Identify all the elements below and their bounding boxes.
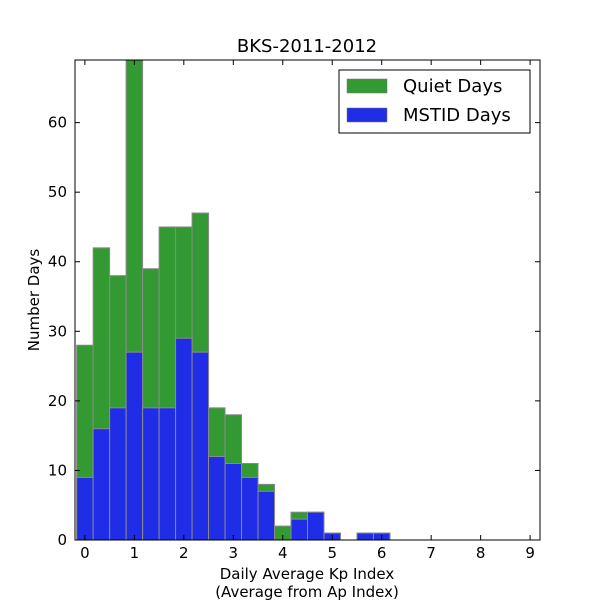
mstid-days-bar-6 [175,337,193,541]
y-tick-label-2: 20 [48,392,67,410]
y-tick-label-1: 10 [48,461,67,479]
x-tick-label-9: 9 [525,544,535,562]
x-tick-label-2: 2 [179,544,189,562]
y-tick-label-6: 60 [48,114,67,132]
plot-frame [74,59,541,541]
mstid-days-bar-3 [125,351,144,541]
mstid-days-bar-17 [356,532,374,541]
mstid-days-bars [76,337,391,541]
mstid-days-bar-5 [158,407,177,541]
x-tick-label-4: 4 [278,544,288,562]
x-tick-label-7: 7 [426,544,436,562]
x-tick-label-0: 0 [80,544,90,562]
y-axis-ticks: 0 10 20 30 40 50 60 [48,114,540,549]
y-tick-label-4: 40 [48,253,67,271]
chart-legend: Quiet Days MSTID Days [338,69,531,134]
y-axis-title: Number Days [25,249,43,352]
mstid-days-bar-0 [76,476,94,541]
x-axis-title: Daily Average Kp Index [220,565,395,583]
x-tick-label-3: 3 [229,544,239,562]
chart-title: BKS-2011-2012 [237,36,377,57]
x-tick-label-1: 1 [130,544,140,562]
x-tick-label-6: 6 [377,544,387,562]
legend-swatch-quiet-days [346,78,388,94]
y-tick-label-3: 30 [48,322,67,340]
mstid-days-bar-1 [92,428,111,541]
mstid-days-bar-8 [208,456,226,541]
y-tick-label-5: 50 [48,183,67,201]
mstid-days-bar-2 [109,407,127,541]
legend-swatch-mstid-days [346,107,388,123]
mstid-days-bar-11 [257,490,276,541]
mstid-days-bar-13 [290,518,309,541]
x-axis-ticks: 0 1 2 3 4 5 6 7 8 9 [80,60,535,562]
x-axis-subtitle: (Average from Ap Index) [215,583,399,600]
x-tick-label-5: 5 [327,544,337,562]
mstid-days-bar-14 [307,511,325,541]
y-tick-label-0: 0 [57,531,67,549]
mstid-days-bar-9 [224,462,243,541]
legend-label-mstid-days: MSTID Days [403,105,511,126]
legend-label-quiet-days: Quiet Days [403,76,502,97]
x-tick-label-8: 8 [476,544,486,562]
mstid-days-bar-4 [142,407,160,541]
mstid-days-bar-7 [191,351,210,541]
mstid-days-bar-10 [241,476,259,541]
